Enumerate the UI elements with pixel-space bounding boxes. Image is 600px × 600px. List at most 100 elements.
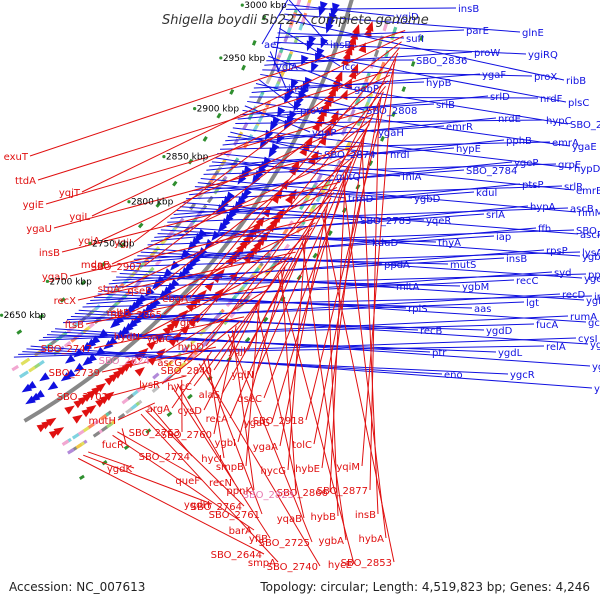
leader-line [202, 359, 263, 515]
minus-strand-gene-arrow [95, 398, 106, 408]
plus-strand-gene-arrow [64, 354, 76, 364]
plus-gene-label: emrR [446, 122, 473, 133]
leader-line [207, 355, 225, 459]
leader-line [251, 73, 481, 94]
plus-strand-gene-arrow [187, 240, 197, 252]
leader-line [260, 73, 569, 125]
minus-gene-label: SBO_2840 [161, 366, 212, 377]
leader-line [167, 207, 569, 223]
minus-gene-label: hycC [167, 382, 192, 393]
cog-feature-block [87, 422, 95, 430]
plus-gene-label: nrdI [390, 150, 410, 161]
leader-line [240, 103, 435, 116]
cog-feature-block [105, 422, 113, 429]
leader-line [77, 251, 296, 301]
minus-gene-label: argA [147, 404, 170, 415]
leader-line [321, 212, 395, 563]
minus-strand-gene-arrow [299, 145, 308, 157]
leader-line [369, 102, 380, 491]
cog-feature-block [340, 128, 347, 136]
leader-line [69, 217, 319, 277]
leader-line [221, 197, 332, 395]
cog-feature-block [126, 393, 134, 401]
minus-strand-gene-arrow [86, 389, 98, 399]
leader-line [245, 298, 261, 467]
plus-gene-label: lysA [582, 248, 600, 259]
leader-line [193, 261, 290, 387]
plus-gene-label: ygiRQ [528, 50, 558, 61]
plus-gene-label: gutQ [336, 172, 361, 183]
cog-feature-block [354, 97, 361, 106]
plus-gene-label: iap [496, 232, 511, 243]
leader-line [194, 186, 413, 199]
minus-gene-label: SBO_2644 [211, 550, 262, 561]
cog-feature-block [61, 439, 70, 447]
plus-gene-label: lgt [526, 298, 539, 309]
plus-gene-label: ygeA [584, 274, 600, 285]
cog-feature-block [165, 360, 174, 368]
plus-gene-label: icc [342, 62, 356, 73]
cog-feature-block [152, 372, 160, 380]
leader-line [117, 402, 156, 421]
minus-gene-label: yqiM [336, 462, 360, 473]
minus-gene-label: ygaG [244, 418, 270, 429]
leader-line [176, 383, 235, 483]
leader-line [271, 46, 567, 103]
plus-gene-label: syd [554, 268, 571, 279]
plus-strand-gene-arrow [204, 238, 215, 250]
minus-strand-gene-arrow [323, 125, 332, 136]
leader-line [279, 27, 341, 67]
leader-line [237, 95, 489, 120]
plus-gene-label: plsC [568, 98, 589, 109]
cog-feature-block [320, 186, 327, 195]
leader-line [255, 91, 384, 375]
plus-gene-label: gcvA [588, 318, 600, 329]
plus-gene-label: recB [420, 326, 443, 337]
minus-gene-label: cysD [178, 406, 203, 417]
plus-gene-label: ppdC [588, 270, 600, 281]
ruler-tick [0, 313, 4, 317]
plus-gene-label: srlA [486, 210, 505, 221]
leader-line [211, 161, 401, 177]
plus-gene-label: srlR [564, 182, 583, 193]
plus-gene-label: ygaF [482, 70, 506, 81]
minus-gene-label: yqjT [59, 188, 81, 199]
leader-line [176, 210, 425, 221]
ruler-tick [193, 106, 197, 111]
leader-line [81, 35, 404, 193]
plus-strand-gene-arrow [81, 341, 93, 352]
ruler-tick [88, 241, 92, 245]
cog-feature-block [264, 268, 272, 276]
ruler-tick [240, 3, 244, 7]
plus-strand-gene-arrow [25, 395, 36, 405]
plus-gene-label: rimM [578, 208, 600, 219]
plus-gene-label: insB [288, 84, 309, 95]
minus-gene-label: stpA [98, 284, 120, 295]
plus-gene-label: glnE [522, 28, 544, 39]
plus-gene-label: SBO_2808 [366, 106, 417, 117]
leader-line [242, 109, 377, 133]
minus-strand-gene-arrow [321, 101, 330, 112]
plus-strand-gene-arrow [325, 22, 334, 34]
minus-gene-label: barA [229, 526, 253, 537]
leader-line [268, 55, 353, 89]
leader-line [230, 131, 323, 155]
ruler-tick [45, 279, 50, 283]
leader-line [279, 202, 329, 447]
leader-line [66, 301, 525, 321]
plus-strand-gene-arrow [73, 362, 85, 373]
minus-gene-label: alaS [199, 390, 220, 401]
leader-line [137, 255, 449, 265]
minus-gene-label: SBO_2866 [277, 488, 328, 499]
minus-strand-gene-arrow [358, 42, 367, 54]
cog-feature-block [257, 114, 264, 123]
plus-gene-label: aer [264, 40, 281, 51]
minus-gene-label: yqjI [228, 346, 246, 357]
minus-gene-label: ttdA [15, 176, 36, 187]
leader-line [257, 78, 299, 111]
leader-line [198, 363, 321, 567]
cog-feature-block [282, 227, 289, 236]
plus-gene-label: pphB [506, 136, 532, 147]
leader-line [285, 7, 457, 10]
